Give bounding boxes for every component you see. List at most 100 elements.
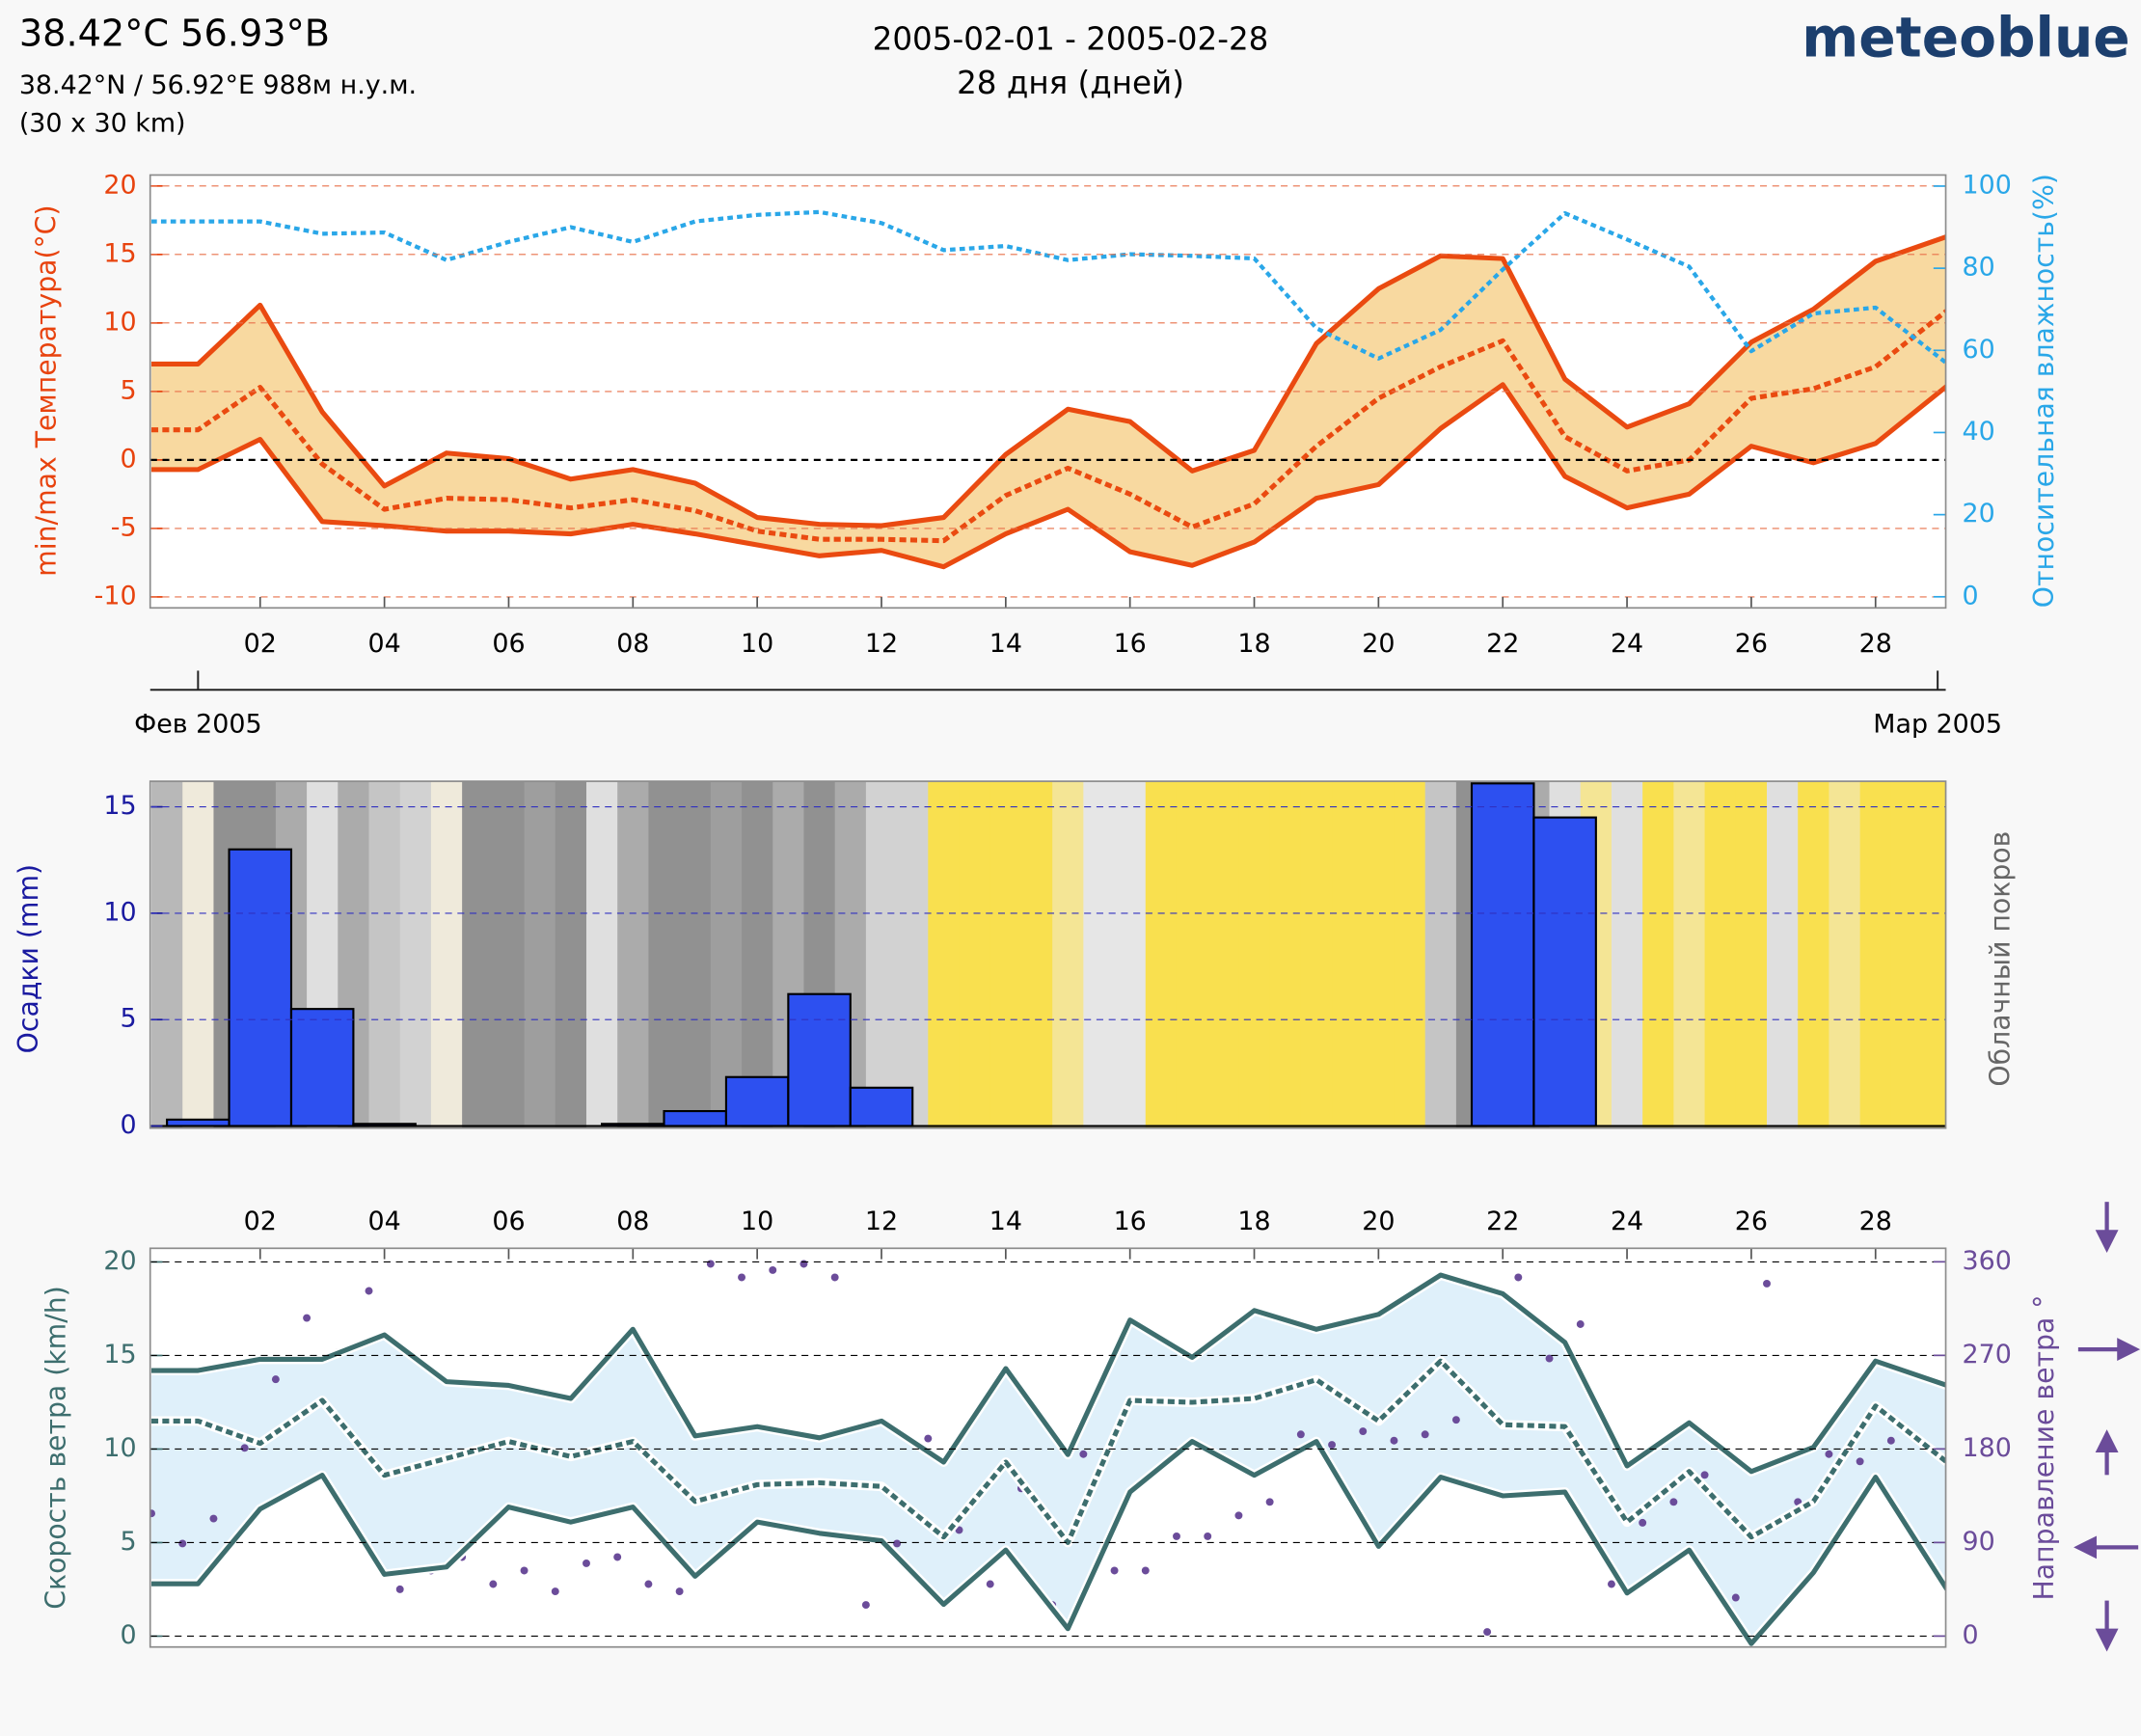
x-tick-label: 28 [1859,629,1892,659]
y-tick-label: 0 [120,444,136,474]
y-tick-label: 10 [103,1433,136,1463]
y-tick-label: 0 [120,1620,136,1650]
cloud-cover [897,781,930,1128]
wind-direction-dot [1390,1436,1398,1445]
wind-direction-dot [1110,1566,1119,1575]
y2-axis-label: Направление ветра ° [2028,1295,2060,1601]
arrow-icon [2095,1230,2119,1254]
y2-tick-label: 60 [1963,335,1995,365]
x-tick-label: 24 [1611,1207,1643,1236]
wind-direction-dot [489,1580,498,1588]
wind-direction-dot [1576,1320,1585,1328]
y-tick-label: 0 [120,1110,136,1140]
y-tick-label: 15 [103,238,136,268]
panel [149,1260,1946,1647]
precipitation-bar [787,992,852,1127]
precipitation-bar [1470,782,1535,1127]
precipitation-bar [663,1110,727,1127]
cloud-cover [1424,781,1457,1128]
y-tick-label: -5 [111,512,137,542]
x-tick-label: 20 [1362,629,1395,659]
y-axis-label: Скорость ветра (km/h) [40,1286,71,1610]
y-tick-label: 15 [103,1340,136,1370]
y2-tick-label: 20 [1963,499,1995,529]
frame [149,780,1947,1129]
y2-tick-label: 80 [1963,253,1995,283]
cloud-cover [1890,781,1946,1128]
cloud-cover [368,781,401,1128]
cloud-cover [1114,781,1147,1128]
cloud-cover [1394,781,1426,1128]
x-tick-label: 02 [244,1207,277,1236]
wind-direction-dot [1514,1273,1523,1282]
y-tick-label: 5 [120,1527,136,1557]
y-tick-label: 5 [120,375,136,405]
wind-direction-dot [1451,1416,1460,1424]
y2-tick-label: 270 [1963,1340,2012,1370]
cloud-cover [493,781,526,1128]
wind-direction-dot [271,1375,280,1384]
x-tick-label: 16 [1114,629,1147,659]
cloud-cover [1052,781,1085,1128]
series-line [151,1358,1946,1545]
wind-direction-dot [675,1587,684,1596]
wind-direction-dot [583,1559,590,1567]
y2-axis-label: Облачный покров [1985,831,2017,1087]
wind-direction-dot [1856,1457,1864,1466]
x-tick-label: 06 [492,629,525,659]
x-tick-label: 16 [1114,1207,1147,1236]
arrow-icon [2073,1535,2097,1560]
cloud-cover [585,781,618,1128]
wind-direction-dot [395,1585,404,1593]
cloud-cover [742,781,773,1128]
cloud-cover [1735,781,1768,1128]
cloud-cover [1176,781,1208,1128]
x-tick-label: 28 [1859,1207,1892,1236]
wind-direction-dot [209,1514,218,1523]
date-label: Мар 2005 [1873,710,2002,740]
x-tick-label: 10 [741,629,773,659]
frame [149,1247,1947,1648]
wind-direction-dot [365,1287,373,1295]
wind-direction-dot [769,1265,777,1274]
series-line [151,209,1946,366]
x-tick-label: 12 [865,629,898,659]
cloud-cover [1238,781,1271,1128]
cloud-cover [710,781,743,1128]
arrow-icon [2095,1628,2119,1652]
cloud-cover [1673,781,1706,1128]
cloud-cover [648,781,681,1128]
wind-direction-dot [861,1601,870,1610]
x-tick-label: 14 [989,629,1022,659]
cloud-cover [989,781,1022,1128]
x-tick-label: 02 [244,629,277,659]
cloud-cover [1642,781,1675,1128]
cloud-cover [865,781,898,1128]
wind-direction-dot [1079,1450,1088,1458]
x-tick-label: 08 [616,629,649,659]
header-period: 2005-02-01 - 2005-02-28 [873,21,1269,58]
y2-tick-label: 0 [1963,1620,1979,1650]
wind-direction-dot [1545,1354,1554,1363]
cloud-cover [1207,781,1240,1128]
cloud-cover [1704,781,1737,1128]
cloud-cover [1145,781,1178,1128]
cloud-cover [1767,781,1799,1128]
wind-direction-dot [706,1260,715,1268]
x-tick-label: 04 [368,1207,401,1236]
y-tick-label: 10 [103,897,136,927]
x-tick-label: 26 [1735,1207,1768,1236]
y2-axis-label: Относительная влажность(%) [2028,174,2060,608]
y-tick-label: 15 [103,791,136,821]
cloud-cover [555,781,587,1128]
wind-direction-dot [1886,1436,1895,1445]
x-tick-label: 26 [1735,629,1768,659]
x-tick-label: 08 [616,1207,649,1236]
wind-direction-dot [613,1553,622,1561]
cloud-cover [1020,781,1053,1128]
precipitation-bar [1532,816,1597,1127]
x-tick-label: 14 [989,1207,1022,1236]
x-tick-label: 10 [741,1207,773,1236]
cloud-cover [959,781,991,1128]
